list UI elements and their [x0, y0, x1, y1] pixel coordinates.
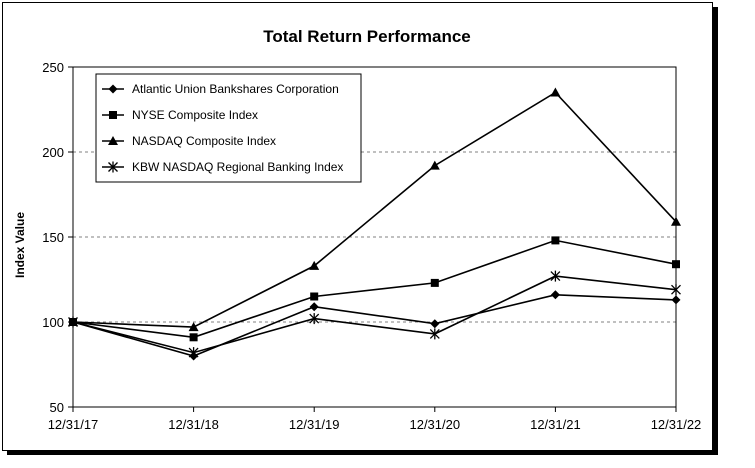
data-point-asterisk	[309, 313, 320, 325]
grid	[73, 151, 676, 323]
legend-box	[95, 73, 362, 183]
y-tick-label: 100	[42, 315, 64, 330]
x-tick-label: 12/31/17	[48, 417, 99, 432]
series-line	[72, 293, 677, 357]
data-point-triangle	[671, 216, 681, 226]
data-point-triangle	[429, 160, 440, 170]
y-tick-label: 250	[42, 60, 64, 75]
data-point-asterisk	[68, 316, 78, 328]
data-point-square	[189, 333, 198, 342]
chart-title: Total Return Performance	[263, 27, 471, 46]
legend-label: Atlantic Union Bankshares Corporation	[132, 82, 339, 96]
legend-entry: Atlantic Union Bankshares Corporation	[102, 82, 339, 96]
data-point-asterisk	[550, 270, 561, 282]
series-line	[72, 239, 677, 339]
legend-label: KBW NASDAQ Regional Banking Index	[132, 160, 343, 174]
data-point-diamond	[671, 295, 681, 305]
x-tick-label: 12/31/20	[409, 417, 460, 432]
data-point-triangle	[550, 87, 561, 97]
y-axis-label: Index Value	[13, 212, 27, 278]
legend-marker-square	[109, 111, 117, 119]
y-tick-label: 200	[42, 145, 64, 160]
legend-label: NYSE Composite Index	[132, 108, 258, 122]
axes: 50 100 150 200 250 12/31/17 12/31/18 12/31/19 12…	[42, 60, 701, 432]
legend-entry: NASDAQ Composite Index	[102, 134, 276, 148]
data-point-square	[672, 260, 680, 269]
data-point-square	[310, 292, 319, 301]
data-point-square	[551, 236, 560, 245]
data-point-diamond	[550, 290, 560, 300]
data-point-triangle	[188, 322, 199, 332]
frame-shadow-bottom	[7, 450, 718, 455]
y-tick-label: 150	[42, 230, 64, 245]
x-tick-label: 12/31/18	[168, 417, 219, 432]
legend-marker-asterisk	[108, 161, 118, 173]
data-point-triangle	[309, 260, 320, 270]
legend-entry: KBW NASDAQ Regional Banking Index	[102, 160, 343, 174]
series-line	[72, 275, 677, 354]
series-asterisk	[68, 270, 681, 359]
frame-shadow-right	[712, 7, 718, 452]
x-tick-label: 12/31/19	[289, 417, 340, 432]
x-tick-label: 12/31/21	[530, 417, 581, 432]
legend-marker-diamond	[108, 84, 118, 94]
legend-marker-triangle	[108, 136, 118, 145]
data-point-diamond	[430, 319, 440, 329]
legend-entry: NYSE Composite Index	[102, 108, 258, 122]
data-point-asterisk	[188, 347, 199, 359]
series-line	[72, 91, 677, 328]
legend: Atlantic Union Bankshares Corporation NYS…	[95, 73, 362, 183]
y-tick-label: 50	[50, 400, 64, 415]
data-point-asterisk	[671, 284, 681, 296]
data-point-asterisk	[429, 328, 440, 340]
legend-label: NASDAQ Composite Index	[132, 134, 276, 148]
data-point-square	[430, 278, 439, 287]
series	[68, 87, 681, 361]
x-tick-label: 12/31/22	[651, 417, 702, 432]
data-point-diamond	[309, 302, 319, 312]
